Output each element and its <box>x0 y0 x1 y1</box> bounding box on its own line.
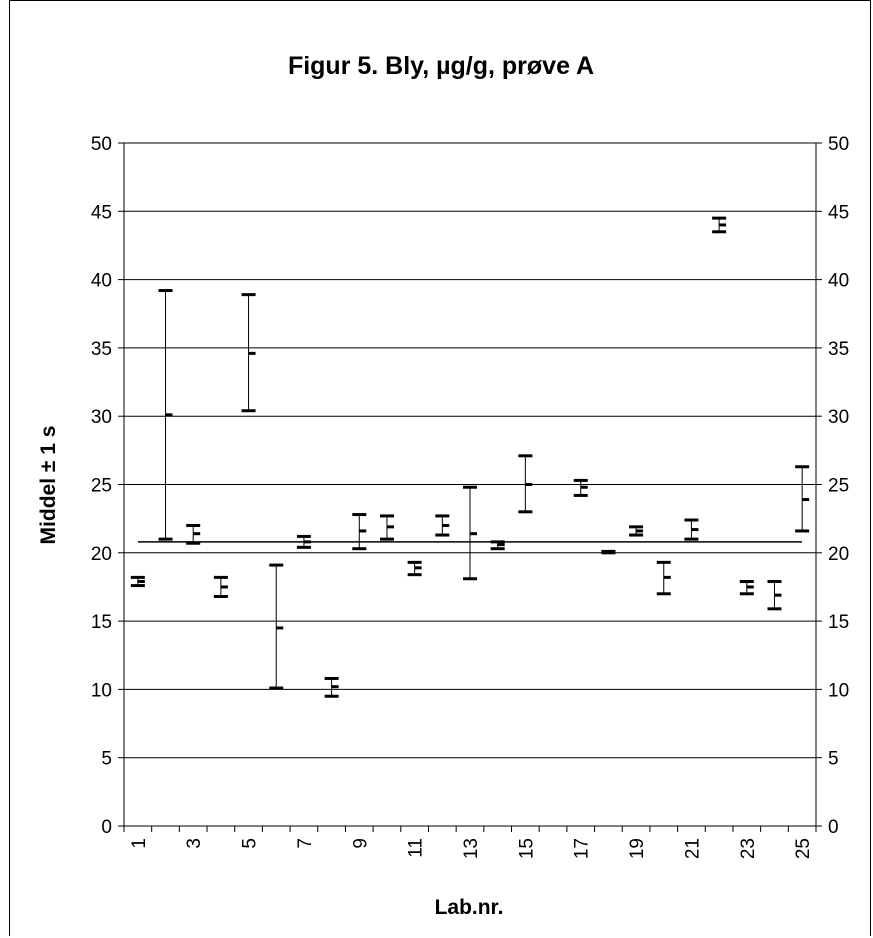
y-tick-label-right: 40 <box>828 271 849 292</box>
y-tick-label-left: 50 <box>91 134 112 155</box>
chart-frame <box>9 0 871 936</box>
y-tick-label-right: 35 <box>828 339 849 360</box>
x-tick-labels: 1 3 5 7 9 11 13 15 17 19 21 23 25 <box>129 838 814 859</box>
y-tick-label-right: 50 <box>828 134 849 155</box>
y-tick-label-left: 20 <box>91 544 112 565</box>
y-tick-label-left: 45 <box>91 202 112 223</box>
y-tick-label-right: 20 <box>828 544 849 565</box>
x-tick-label: 17 <box>572 838 593 859</box>
x-tick-label: 19 <box>627 838 648 859</box>
chart-title: Figur 5. Bly, µg/g, prøve A <box>288 52 594 80</box>
x-tick-label: 9 <box>350 838 371 849</box>
y-tick-label-left: 25 <box>91 476 112 497</box>
y-tick-labels-right: 0 5 10 15 20 25 30 35 40 45 50 <box>828 134 849 838</box>
y-tick-label-left: 40 <box>91 271 112 292</box>
x-tick-label: 15 <box>516 838 537 859</box>
x-tick-label: 21 <box>682 838 703 859</box>
y-tick-label-left: 15 <box>91 612 112 633</box>
y-tick-label-right: 0 <box>828 817 839 838</box>
y-tick-label-left: 5 <box>101 749 112 770</box>
x-tick-label: 13 <box>461 838 482 859</box>
error-bars <box>130 216 810 698</box>
y-tick-label-right: 5 <box>828 749 839 770</box>
gridlines <box>124 142 816 759</box>
y-tick-label-left: 30 <box>91 407 112 428</box>
axes <box>118 142 822 832</box>
x-tick-label: 5 <box>240 838 261 849</box>
x-tick-label: 3 <box>184 838 205 849</box>
x-tick-label: 23 <box>738 838 759 859</box>
y-tick-labels-left: 0 5 10 15 20 25 30 35 40 45 50 <box>91 134 112 838</box>
y-axis-title: Middel ± 1 s <box>37 426 60 545</box>
x-axis-title: Lab.nr. <box>435 896 504 919</box>
x-tick-label: 11 <box>406 838 427 858</box>
y-tick-label-right: 45 <box>828 202 849 223</box>
y-tick-label-right: 15 <box>828 612 849 633</box>
y-tick-label-right: 25 <box>828 476 849 497</box>
x-tick-label: 1 <box>129 838 150 849</box>
y-tick-label-left: 10 <box>91 680 112 701</box>
y-tick-label-right: 30 <box>828 407 849 428</box>
x-tick-label: 7 <box>295 838 316 849</box>
y-tick-label-left: 35 <box>91 339 112 360</box>
y-tick-label-right: 10 <box>828 680 849 701</box>
y-tick-label-left: 0 <box>101 817 112 838</box>
x-tick-label: 25 <box>793 838 814 859</box>
